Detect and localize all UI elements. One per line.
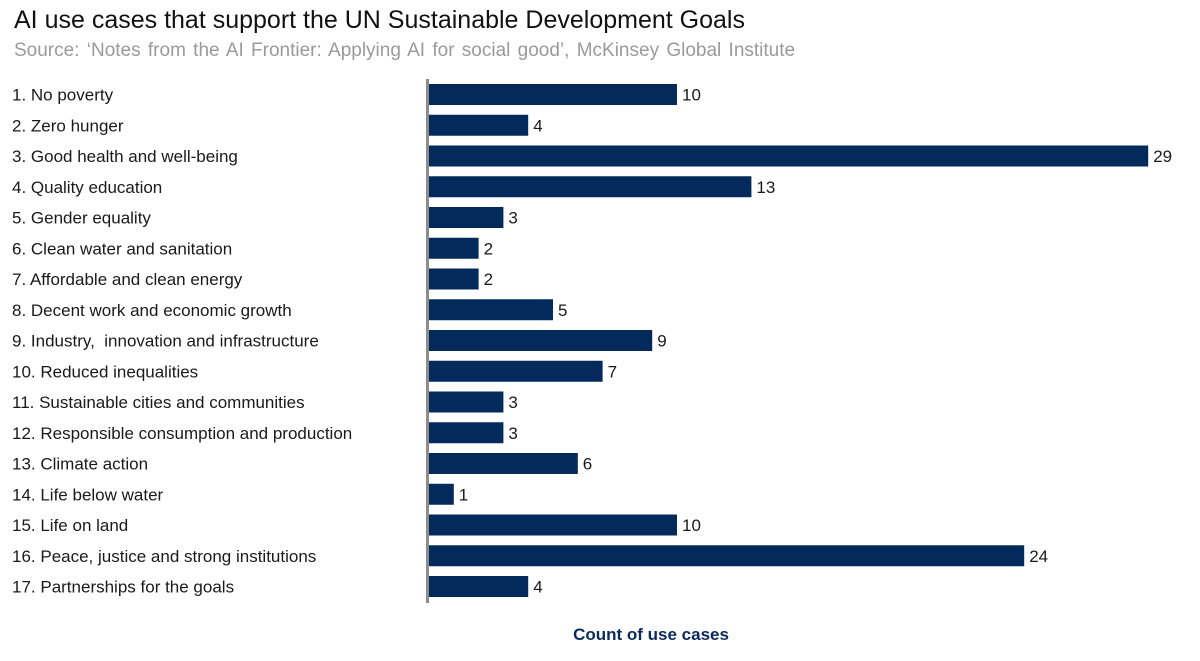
category-label: 12. Responsible consumption and producti… — [12, 424, 352, 443]
category-label: 7. Affordable and clean energy — [12, 270, 243, 289]
category-labels: 1. No poverty 2. Zero hunger 3. Good healt… — [12, 86, 352, 597]
data-label: 3 — [508, 393, 517, 412]
bar — [429, 237, 479, 259]
data-label: 5 — [558, 301, 567, 320]
bar — [429, 545, 1025, 567]
bar — [429, 268, 479, 290]
category-label: 2. Zero hunger — [12, 116, 124, 135]
category-label: 15. Life on land — [12, 516, 128, 535]
category-label: 16. Peace, justice and strong institutio… — [12, 547, 316, 566]
x-axis-label: Count of use cases — [573, 625, 729, 644]
bar — [429, 176, 752, 198]
data-label: 3 — [508, 424, 517, 443]
category-label: 13. Climate action — [12, 455, 148, 474]
category-label: 4. Quality education — [12, 178, 162, 197]
data-label: 4 — [533, 578, 542, 597]
data-label: 2 — [484, 270, 493, 289]
category-label: 1. No poverty — [12, 86, 114, 105]
chart-subtitle: Source: ‘Notes from the AI Frontier: App… — [14, 40, 796, 61]
data-label: 24 — [1029, 547, 1048, 566]
data-label: 4 — [533, 116, 542, 135]
bar — [429, 207, 504, 228]
data-label: 2 — [484, 239, 493, 258]
data-label: 1 — [459, 485, 468, 504]
category-label: 3. Good health and well-being — [12, 147, 238, 166]
bar — [429, 514, 677, 536]
data-label: 6 — [583, 455, 592, 474]
bar — [429, 299, 553, 321]
bar — [429, 483, 454, 505]
data-label: 29 — [1153, 147, 1172, 166]
category-label: 11. Sustainable cities and communities — [12, 393, 305, 412]
bar — [429, 391, 504, 413]
data-label: 9 — [657, 332, 666, 351]
data-label: 13 — [756, 178, 775, 197]
category-label: 6. Clean water and sanitation — [12, 239, 232, 258]
category-label: 9. Industry, innovation and infrastructu… — [12, 332, 319, 351]
bar — [429, 330, 653, 351]
bar — [429, 576, 529, 597]
bar — [429, 114, 529, 136]
category-label: 17. Partnerships for the goals — [12, 578, 234, 597]
category-label: 5. Gender equality — [12, 209, 151, 228]
bar — [429, 360, 603, 382]
category-label: 8. Decent work and economic growth — [12, 301, 292, 320]
bars — [429, 84, 1149, 597]
bar — [429, 145, 1149, 167]
data-label: 10 — [682, 86, 701, 105]
data-label: 10 — [682, 516, 701, 535]
data-label: 3 — [508, 209, 517, 228]
category-label: 10. Reduced inequalities — [12, 362, 198, 381]
data-label: 7 — [608, 362, 617, 381]
category-label: 14. Life below water — [12, 485, 164, 504]
bar — [429, 422, 504, 444]
bar — [429, 84, 677, 105]
bar — [429, 453, 578, 474]
chart-title: AI use cases that support the UN Sustain… — [14, 6, 745, 34]
